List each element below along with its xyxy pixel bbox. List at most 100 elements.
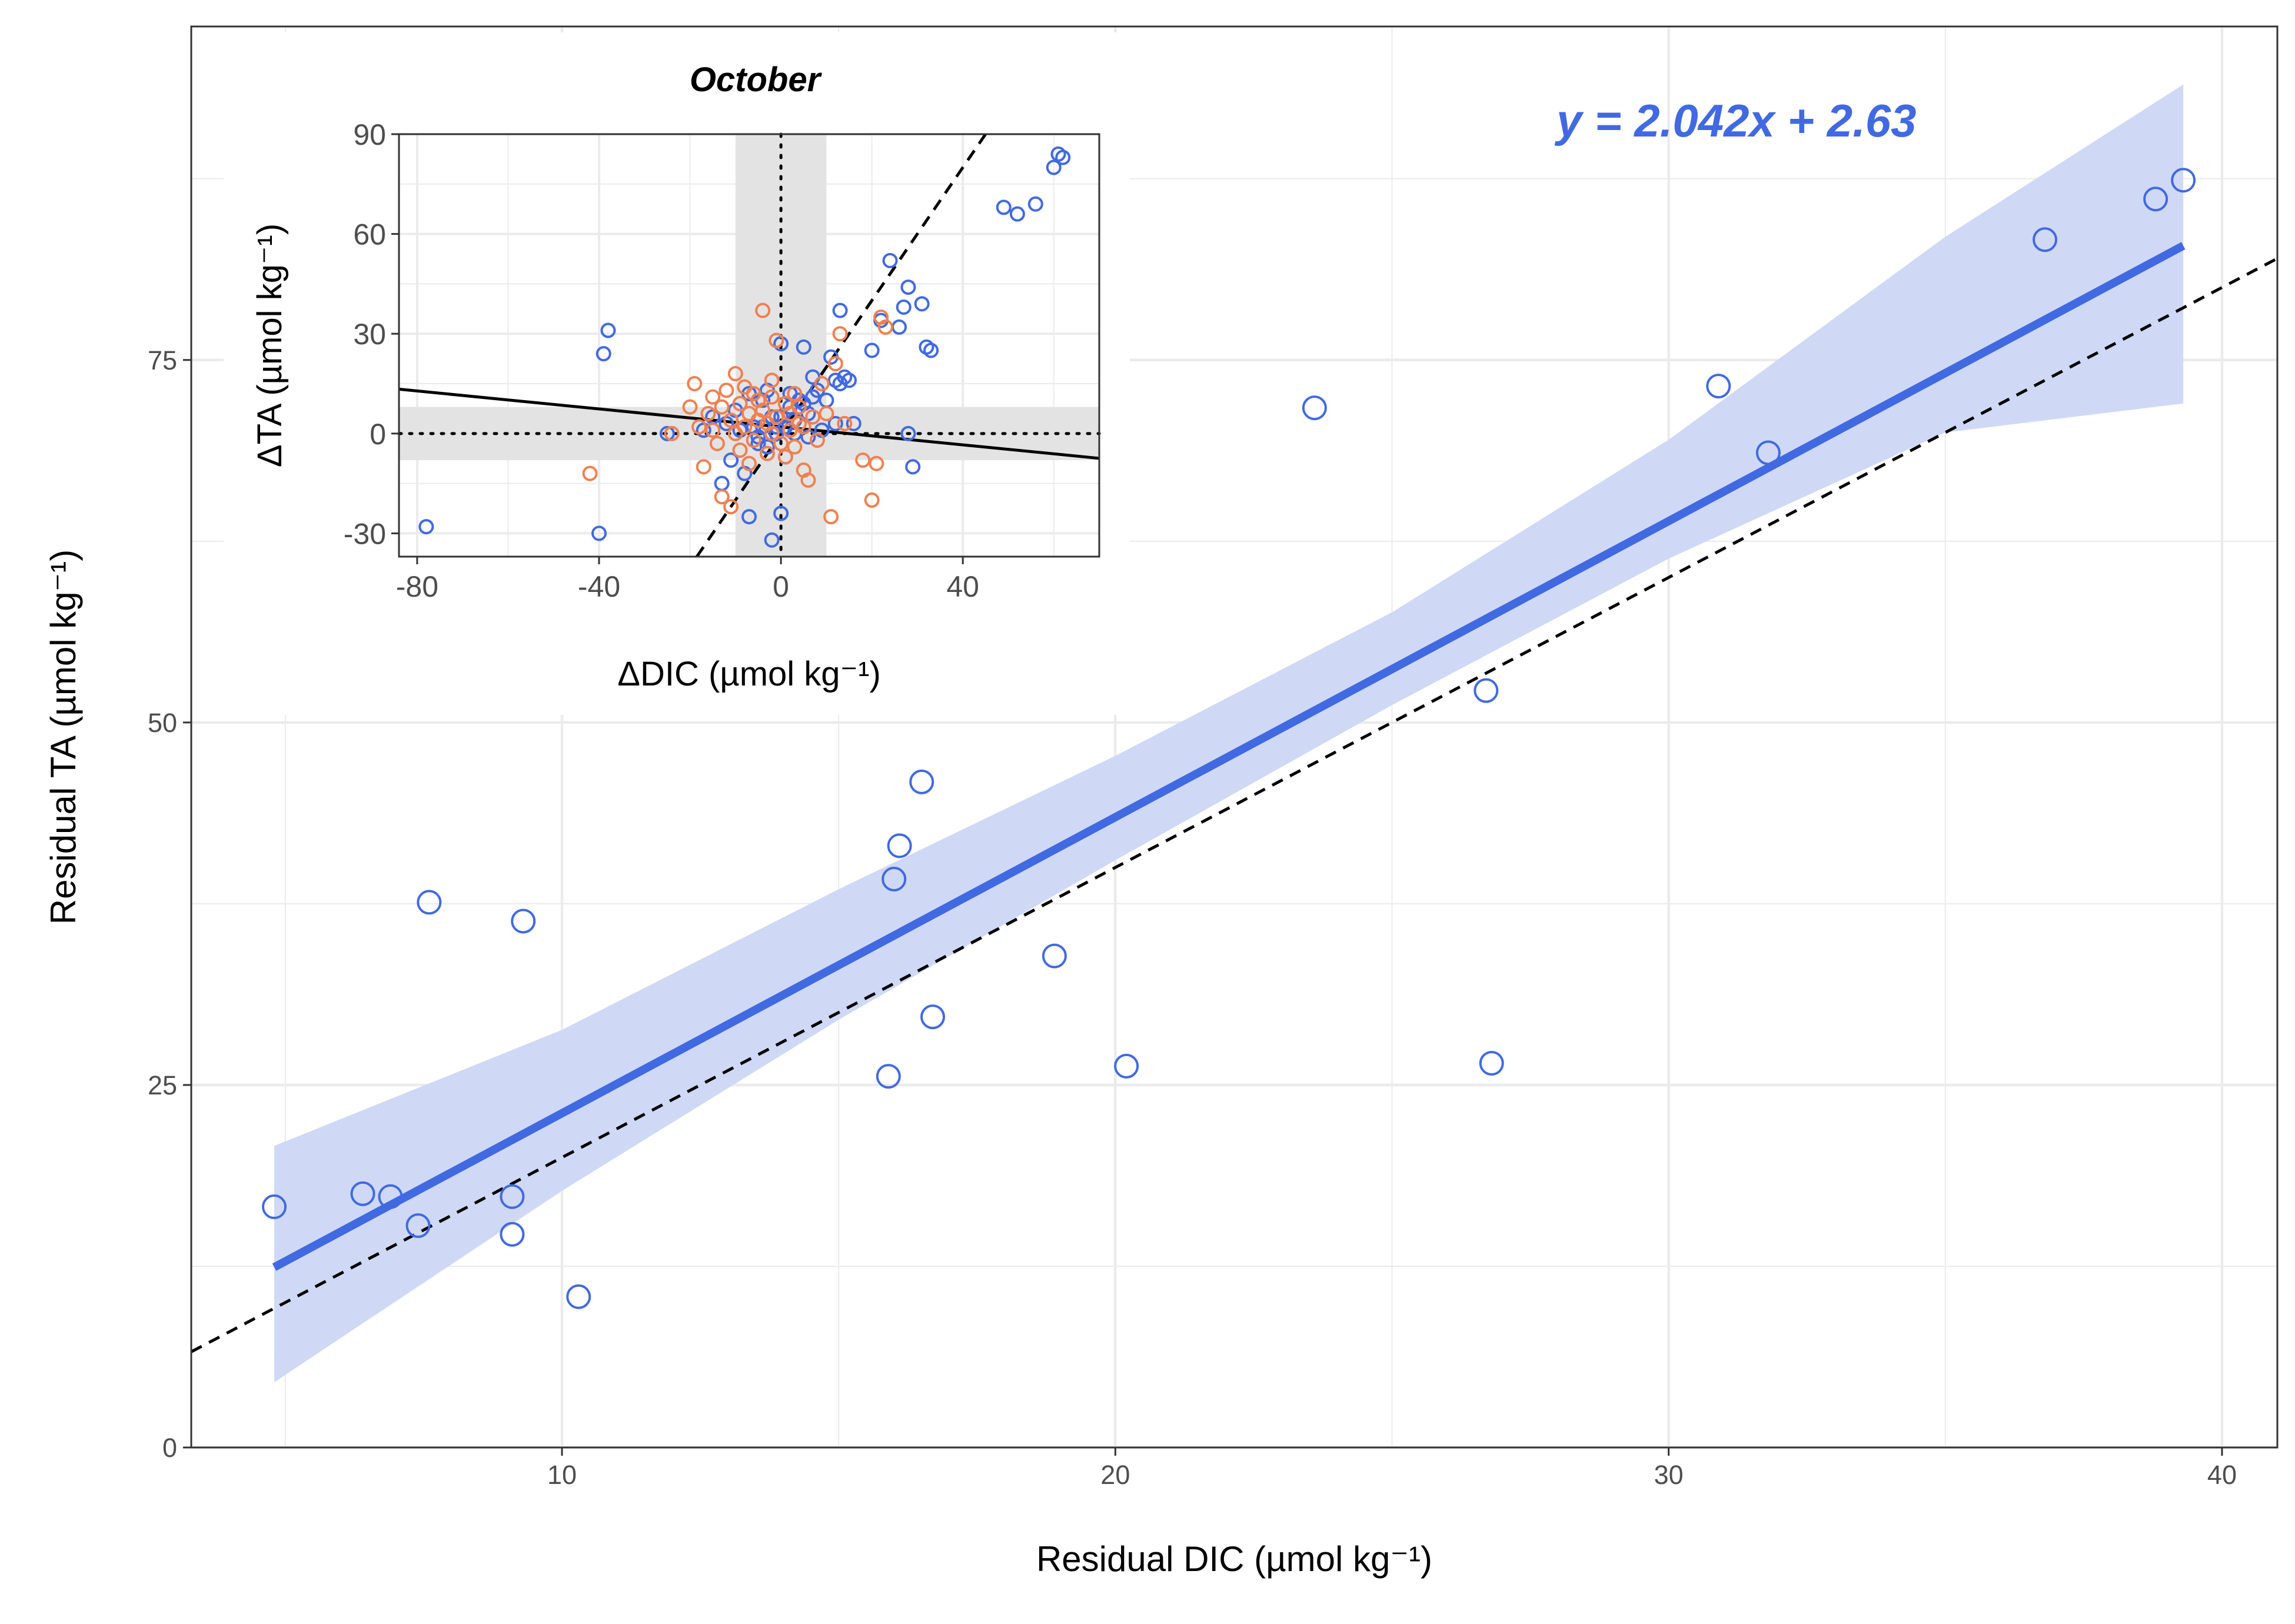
data-point: [1302, 395, 1327, 421]
data-point: [1114, 1053, 1139, 1079]
inset-point-blue: [659, 425, 675, 441]
inset-point-blue: [1046, 159, 1062, 175]
inset-point-blue: [882, 252, 898, 268]
inset-point-orange: [764, 389, 780, 405]
inset-point-blue: [996, 199, 1012, 215]
inset-y-tick-label: 90: [353, 118, 386, 151]
inset-point-orange: [723, 499, 739, 515]
inset-y-tick-label: 60: [353, 218, 386, 251]
inset-reference-line: [696, 133, 987, 558]
inset-point-orange: [682, 399, 698, 415]
main-plot-border: [190, 25, 2279, 1449]
data-point: [2171, 168, 2196, 193]
inset-point-orange: [805, 409, 821, 425]
inset-point-orange: [737, 419, 753, 435]
data-point: [2143, 187, 2168, 212]
confidence-band: [274, 84, 2184, 1383]
inset-point-orange: [732, 395, 748, 411]
inset-point-blue: [827, 415, 843, 431]
inset-point-orange: [705, 422, 721, 438]
y-tick-label: 75: [148, 345, 177, 375]
inset-point-orange: [755, 402, 771, 418]
inset-point-blue: [846, 415, 862, 431]
inset-point-blue: [914, 296, 930, 312]
y-tick-label: 50: [148, 708, 177, 738]
inset-point-orange: [869, 455, 884, 471]
inset-background: [224, 32, 1130, 715]
inset-point-orange: [837, 415, 853, 431]
inset-x-axis-title: ΔDIC (µmol kg⁻¹): [617, 655, 881, 693]
main-axes: 10 20 30 40 0 25 50 75: [148, 345, 2237, 1490]
inset-point-blue: [1027, 196, 1043, 212]
inset-point-orange: [755, 302, 771, 318]
inset-x-tick-label: -40: [578, 570, 620, 603]
inset-x-tick-label: -80: [396, 570, 438, 603]
inset-point-blue: [796, 339, 811, 355]
inset-point-blue: [764, 532, 780, 548]
inset-x-tick-label: 0: [773, 570, 789, 603]
inset-point-blue: [418, 519, 434, 535]
main-points: [262, 168, 2196, 1309]
data-point: [500, 1184, 525, 1209]
inset-point-orange: [800, 472, 816, 488]
inset-point-blue: [923, 342, 939, 358]
data-point: [882, 867, 907, 891]
x-tick-label: 40: [2207, 1460, 2237, 1490]
data-point: [500, 1222, 525, 1247]
inset-point-blue: [773, 505, 789, 521]
y-tick-label: 0: [162, 1433, 177, 1463]
data-point: [405, 1213, 431, 1238]
inset-y-tick-label: -30: [344, 517, 386, 550]
x-tick-label: 20: [1100, 1460, 1130, 1490]
x-tick-label: 30: [1654, 1460, 1684, 1490]
confidence-band-area: [274, 84, 2184, 1383]
inset-point-orange: [809, 432, 825, 448]
inset-point-orange: [700, 405, 716, 421]
inset-point-orange: [719, 382, 734, 398]
data-point: [920, 1004, 946, 1030]
reference-line: [190, 257, 2279, 1353]
inset-point-orange: [796, 419, 811, 435]
inset-point-orange: [769, 332, 784, 348]
inset-point-orange: [746, 432, 761, 448]
inset-point-orange: [855, 452, 871, 468]
inset-point-orange: [791, 399, 807, 415]
inset-point-blue: [900, 279, 916, 295]
inset-point-blue: [596, 346, 611, 362]
inset-point-orange: [714, 489, 730, 505]
inset-point-blue: [759, 439, 775, 455]
inset-x-tick-label: 40: [946, 570, 979, 603]
data-point: [511, 908, 536, 934]
inset-point-orange: [832, 326, 848, 342]
inset-point-orange: [764, 372, 780, 388]
data-point: [417, 890, 442, 915]
y-axis-title: Residual TA (µmol kg⁻¹): [44, 550, 83, 925]
data-point: [350, 1181, 375, 1206]
inset-point-orange: [696, 459, 711, 475]
inset-point-orange: [769, 409, 784, 425]
data-point: [566, 1284, 591, 1309]
data-point: [887, 833, 912, 858]
regression-line: [272, 242, 2186, 1271]
inset-point-orange: [582, 465, 598, 481]
data-point: [2033, 227, 2058, 252]
data-point: [1479, 1050, 1504, 1076]
inset-point-blue: [842, 372, 857, 388]
inset-point-orange: [741, 455, 757, 471]
inset-point-orange: [759, 445, 775, 461]
data-point: [1474, 678, 1499, 703]
data-point: [876, 1064, 901, 1089]
inset-point-blue: [1055, 149, 1071, 165]
inset-point-blue: [900, 425, 916, 441]
inset-point-orange: [787, 385, 803, 401]
inset-axes: -80 -40 0 40 -30 0 30 60 90: [344, 118, 979, 603]
inset-y-axis-title: ΔTA (µmol kg⁻¹): [251, 224, 289, 467]
inset-chart: -80 -40 0 40 -30 0 30 60 90 October ΔDIC (µmol k…: [224, 32, 1130, 715]
x-axis-title: Residual DIC (µmol kg⁻¹): [1036, 1539, 1432, 1579]
inset-point-orange: [727, 366, 743, 382]
regression-equation: y = 2.042x + 2.63: [1554, 95, 1917, 147]
inset-point-orange: [777, 449, 793, 465]
inset-point-orange: [814, 376, 830, 392]
inset-point-blue: [896, 299, 912, 315]
